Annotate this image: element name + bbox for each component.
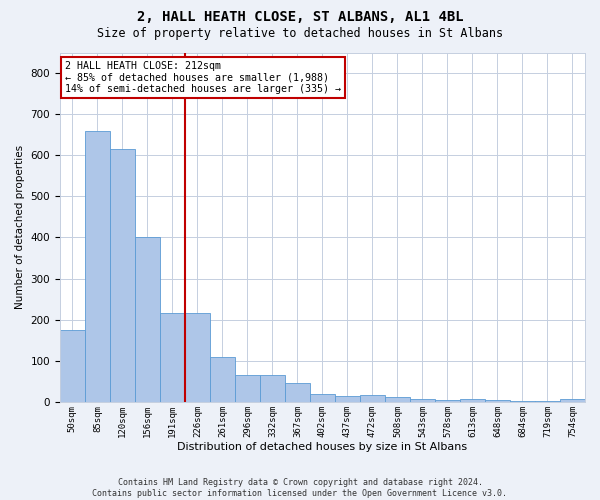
Bar [260,375,285,402]
Bar [510,401,535,402]
Bar [135,238,160,402]
Bar [535,401,560,402]
Bar [285,384,310,402]
Bar [460,398,485,402]
Bar [85,130,110,402]
Text: 2 HALL HEATH CLOSE: 212sqm
← 85% of detached houses are smaller (1,988)
14% of s: 2 HALL HEATH CLOSE: 212sqm ← 85% of deta… [65,61,341,94]
Text: Size of property relative to detached houses in St Albans: Size of property relative to detached ho… [97,28,503,40]
Bar [485,400,510,402]
Bar [360,394,385,402]
Bar [160,312,185,402]
Bar [435,400,460,402]
X-axis label: Distribution of detached houses by size in St Albans: Distribution of detached houses by size … [178,442,467,452]
Bar [310,394,335,402]
Bar [185,312,210,402]
Bar [335,396,360,402]
Y-axis label: Number of detached properties: Number of detached properties [15,145,25,310]
Bar [235,375,260,402]
Bar [60,330,85,402]
Bar [560,400,585,402]
Bar [385,396,410,402]
Text: Contains HM Land Registry data © Crown copyright and database right 2024.
Contai: Contains HM Land Registry data © Crown c… [92,478,508,498]
Bar [110,149,135,402]
Text: 2, HALL HEATH CLOSE, ST ALBANS, AL1 4BL: 2, HALL HEATH CLOSE, ST ALBANS, AL1 4BL [137,10,463,24]
Bar [410,398,435,402]
Bar [210,356,235,402]
